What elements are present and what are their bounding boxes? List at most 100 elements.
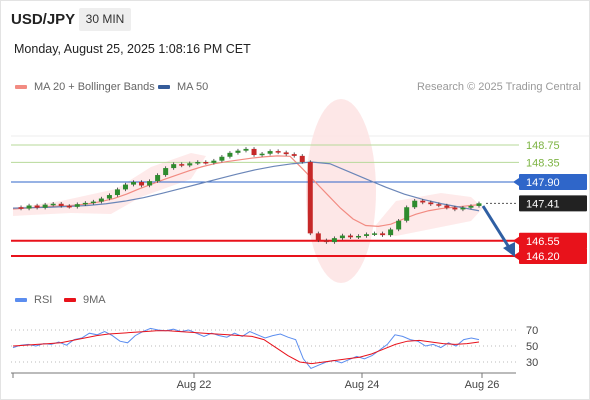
candle-body: [90, 201, 96, 204]
candle-body: [299, 155, 305, 162]
level-tag-pivot: [519, 174, 587, 190]
candle-body: [323, 240, 329, 243]
candle-body: [122, 184, 128, 190]
level-label-support: 146.55: [526, 236, 560, 248]
ma20-swatch-icon: [15, 85, 27, 90]
candle-body: [347, 235, 353, 238]
ma50-swatch-icon: [158, 85, 170, 90]
candle-body: [42, 204, 48, 208]
legend-9ma-label: 9MA: [83, 294, 106, 306]
candle-body: [219, 156, 225, 161]
candle-body: [444, 205, 450, 208]
candle-body: [283, 152, 289, 155]
candle-body: [460, 207, 466, 210]
candle-body: [131, 182, 137, 185]
candle-body: [187, 163, 193, 166]
level-label-pivot: 147.90: [526, 177, 560, 189]
candle-body: [163, 168, 169, 176]
candle-body: [203, 161, 209, 164]
level-tag-support: [519, 232, 587, 249]
candle-body: [179, 164, 185, 166]
last-price-tag: [519, 195, 587, 212]
level-tag-support: [519, 248, 587, 264]
candle-body: [364, 234, 370, 236]
candle-body: [259, 153, 265, 156]
timeframe-badge[interactable]: 30 MIN: [79, 8, 131, 31]
candle-body: [74, 204, 80, 207]
level-label-support: 146.20: [526, 251, 560, 263]
candle-body: [355, 235, 361, 238]
candle-body: [436, 204, 442, 206]
level-tag-pointer: [513, 178, 519, 186]
candle-body: [235, 150, 241, 153]
rsi-tick-label: 70: [526, 325, 538, 337]
legend-ma50-label: MA 50: [177, 81, 209, 93]
candle-body: [106, 195, 112, 199]
level-label-resistance: 148.75: [526, 140, 560, 152]
legend-ma20-label: MA 20 + Bollinger Bands: [34, 81, 155, 93]
legend-rsi-label: RSI: [34, 294, 53, 306]
candle-body: [404, 207, 410, 221]
candle-body: [420, 200, 426, 203]
ma20-line: [12, 155, 480, 228]
candle-body: [339, 235, 345, 239]
legend-ma50: MA 50: [158, 81, 208, 93]
candle-body: [315, 233, 321, 241]
candle-body: [251, 148, 257, 156]
candle-body: [380, 233, 386, 236]
candle-body: [468, 205, 474, 208]
rsi-swatch-icon: [15, 298, 27, 303]
candle-body: [307, 161, 313, 234]
candle-body: [227, 152, 233, 157]
datetime-label: Monday, August 25, 2025 1:08:16 PM CET: [14, 42, 251, 56]
candle-body: [243, 148, 249, 151]
ma50-line: [12, 161, 480, 212]
candle-body: [139, 182, 145, 186]
legend-ma20: MA 20 + Bollinger Bands: [15, 81, 155, 93]
candle-body: [372, 233, 378, 235]
candle-body: [26, 205, 32, 209]
symbol-title: USD/JPY: [11, 11, 76, 28]
candle-body: [195, 161, 201, 164]
level-label-resistance: 148.35: [526, 157, 560, 169]
candle-body: [267, 151, 273, 154]
candle-body: [58, 203, 64, 206]
candle-body: [476, 203, 482, 206]
bollinger-band-left: [13, 153, 206, 216]
candle-body: [66, 205, 72, 208]
candle-body: [155, 175, 161, 182]
credit-text: Research © 2025 Trading Central: [416, 81, 581, 93]
candle-body: [388, 229, 394, 236]
last-price-label: 147.41: [526, 198, 560, 210]
candle-body: [171, 164, 177, 169]
rsi-tick-label: 30: [526, 357, 538, 369]
candle-body: [114, 189, 120, 196]
candle-body: [331, 238, 337, 243]
x-tick-label: Aug 22: [177, 379, 212, 391]
forecast-arrow-shaft: [481, 205, 512, 250]
legend-rsi: RSI: [15, 294, 52, 306]
level-tag-pointer: [513, 236, 519, 245]
rsi-9ma-line: [12, 330, 480, 365]
candle-body: [412, 200, 418, 208]
ma9-swatch-icon: [64, 298, 76, 303]
candle-body: [396, 220, 402, 230]
level-tag-pointer: [513, 252, 519, 260]
candle-body: [452, 207, 458, 210]
candle-body: [147, 181, 153, 186]
candle-body: [82, 202, 88, 205]
bollinger-band-right: [376, 193, 483, 236]
x-tick-label: Aug 24: [345, 379, 380, 391]
x-tick-label: Aug 26: [465, 379, 500, 391]
candle-body: [291, 154, 297, 156]
rsi-tick-label: 50: [526, 341, 538, 353]
candle-body: [34, 205, 40, 208]
candle-body: [18, 207, 24, 209]
candle-body: [428, 202, 434, 205]
candle-body: [211, 160, 217, 163]
candle-body: [98, 198, 104, 202]
legend-9ma: 9MA: [64, 294, 106, 306]
candle-body: [275, 151, 281, 153]
